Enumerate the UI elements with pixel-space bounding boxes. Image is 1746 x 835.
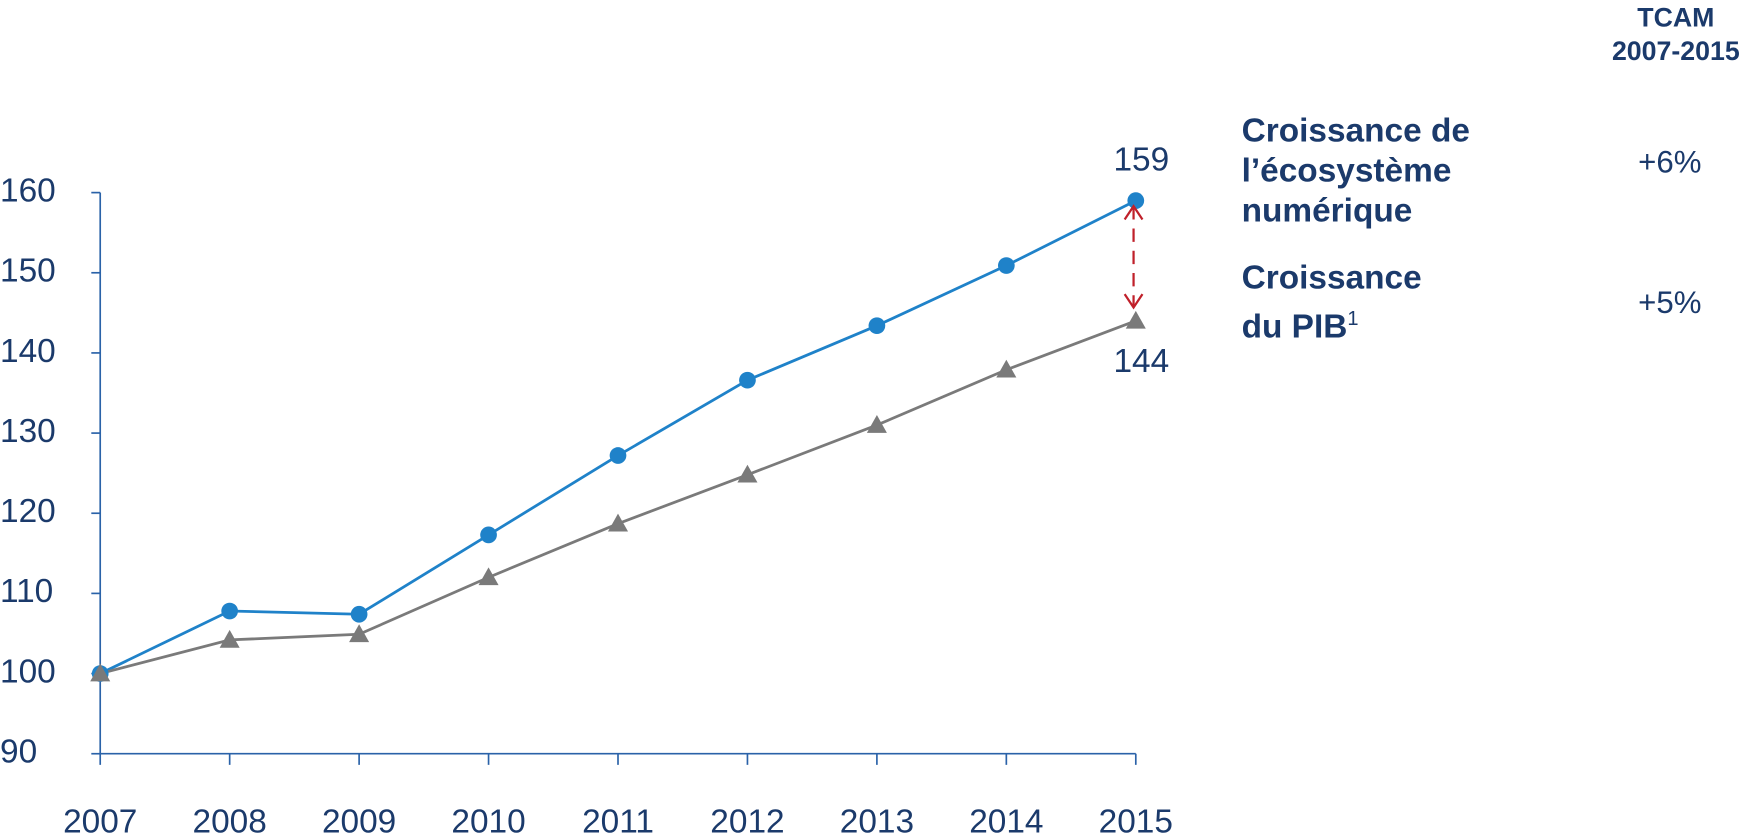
footnote: 1 <box>1347 307 1359 330</box>
arrow-head <box>1123 293 1144 310</box>
header-period: 2007-2015 <box>1611 36 1740 67</box>
marker <box>997 257 1015 274</box>
marker <box>868 317 886 335</box>
marker <box>350 605 368 623</box>
marker <box>1127 192 1145 209</box>
arrow-head <box>1123 204 1144 221</box>
y-tick-label: 160 <box>0 172 56 209</box>
y-tick-label: 90 <box>0 734 37 771</box>
y-tick-label: 110 <box>0 573 53 610</box>
legend-text: Croissance de l’écosystème numérique <box>1241 112 1470 230</box>
x-tick-label: 2013 <box>840 804 914 835</box>
legend-entry: Croissance du PIB1 <box>1242 258 1465 347</box>
x-tick-label: 2012 <box>710 804 784 835</box>
marker <box>607 513 629 532</box>
data-label: 159 <box>1113 141 1169 178</box>
marker <box>221 602 239 620</box>
x-tick-label: 2015 <box>1099 804 1173 835</box>
x-tick-label: 2008 <box>193 804 267 835</box>
marker <box>480 526 497 544</box>
y-tick-label: 120 <box>0 493 56 530</box>
x-tick-label: 2014 <box>969 804 1043 835</box>
header-title: TCAM <box>1637 3 1715 34</box>
marker <box>739 371 756 389</box>
x-tick-label: 2009 <box>322 804 396 835</box>
series-line <box>99 199 1137 675</box>
y-tick-label: 100 <box>0 653 56 690</box>
x-tick-label: 2007 <box>63 804 137 835</box>
marker <box>996 359 1017 378</box>
legend-text: Croissance du PIB <box>1241 259 1422 346</box>
table-header: TCAM 2007-2015 <box>1609 2 1743 69</box>
marker <box>219 629 240 648</box>
x-tick-label: 2010 <box>451 804 525 835</box>
y-tick-label: 140 <box>0 333 56 370</box>
marker <box>349 624 370 643</box>
series-line <box>99 319 1137 675</box>
marker <box>478 567 499 586</box>
marker <box>90 663 111 682</box>
marker <box>1125 310 1146 329</box>
marker <box>866 415 887 433</box>
cagr-value: +6% <box>1638 144 1702 180</box>
x-tick-label: 2011 <box>582 804 654 835</box>
marker <box>609 447 627 464</box>
marker <box>737 464 758 483</box>
cagr-value: +5% <box>1638 285 1702 320</box>
y-tick-label: 150 <box>0 253 56 290</box>
data-label: 144 <box>1113 343 1169 380</box>
legend-entry: Croissance de l’écosystème numérique <box>1242 111 1504 231</box>
y-tick-label: 130 <box>0 413 56 450</box>
